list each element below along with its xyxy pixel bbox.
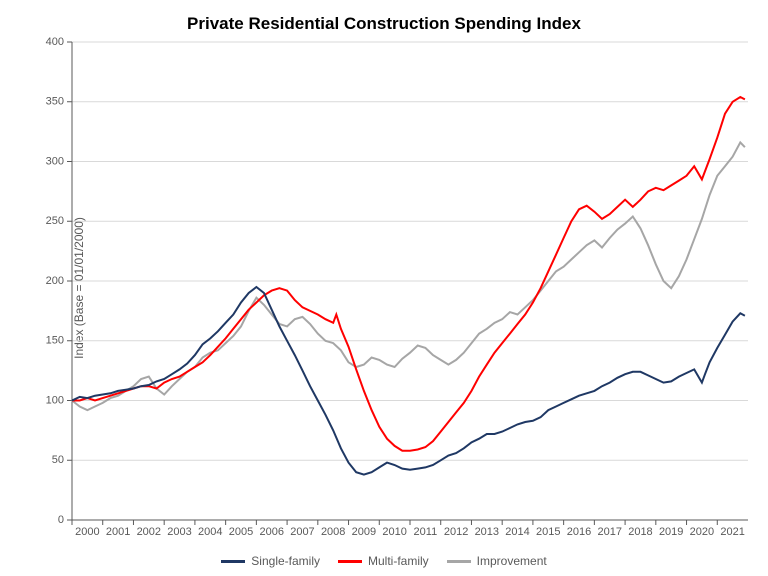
svg-text:2010: 2010 [382,526,406,538]
svg-text:100: 100 [46,394,64,406]
plot-svg: 0 50 100 150 200 250 300 350 400 2000 2001 2002 2003… [0,0,768,576]
svg-text:2011: 2011 [414,526,438,538]
svg-text:2017: 2017 [597,526,621,538]
svg-text:2006: 2006 [259,526,283,538]
svg-text:150: 150 [46,335,64,347]
series-multi-family [72,97,745,451]
svg-text:300: 300 [46,155,64,167]
legend-swatch [338,560,362,563]
svg-text:350: 350 [46,96,64,108]
legend-swatch [221,560,245,563]
legend-label: Single-family [251,554,320,568]
svg-text:2005: 2005 [229,526,253,538]
series-improvement [72,142,745,410]
legend-swatch [447,560,471,563]
legend-item-multi-family: Multi-family [338,554,429,568]
svg-text:2019: 2019 [659,526,683,538]
svg-text:2004: 2004 [198,526,222,538]
svg-text:0: 0 [58,514,64,526]
svg-text:2008: 2008 [321,526,345,538]
svg-text:2000: 2000 [75,526,99,538]
svg-text:250: 250 [46,215,64,227]
series-single-family [72,287,745,475]
svg-text:200: 200 [46,275,64,287]
svg-text:2009: 2009 [352,526,376,538]
svg-text:2002: 2002 [137,526,161,538]
svg-text:2014: 2014 [505,526,529,538]
svg-text:2012: 2012 [444,526,468,538]
legend-item-improvement: Improvement [447,554,547,568]
legend-label: Multi-family [368,554,429,568]
svg-text:2016: 2016 [567,526,591,538]
legend: Single-family Multi-family Improvement [0,554,768,568]
svg-text:2013: 2013 [475,526,499,538]
svg-text:2007: 2007 [290,526,314,538]
svg-text:400: 400 [46,36,64,48]
svg-text:2003: 2003 [167,526,191,538]
svg-text:2021: 2021 [720,526,744,538]
chart-container: Private Residential Construction Spendin… [0,0,768,576]
legend-item-single-family: Single-family [221,554,320,568]
svg-text:2020: 2020 [690,526,714,538]
svg-text:2001: 2001 [106,526,130,538]
legend-label: Improvement [477,554,547,568]
svg-text:2015: 2015 [536,526,560,538]
svg-text:50: 50 [52,454,64,466]
svg-text:2018: 2018 [628,526,652,538]
